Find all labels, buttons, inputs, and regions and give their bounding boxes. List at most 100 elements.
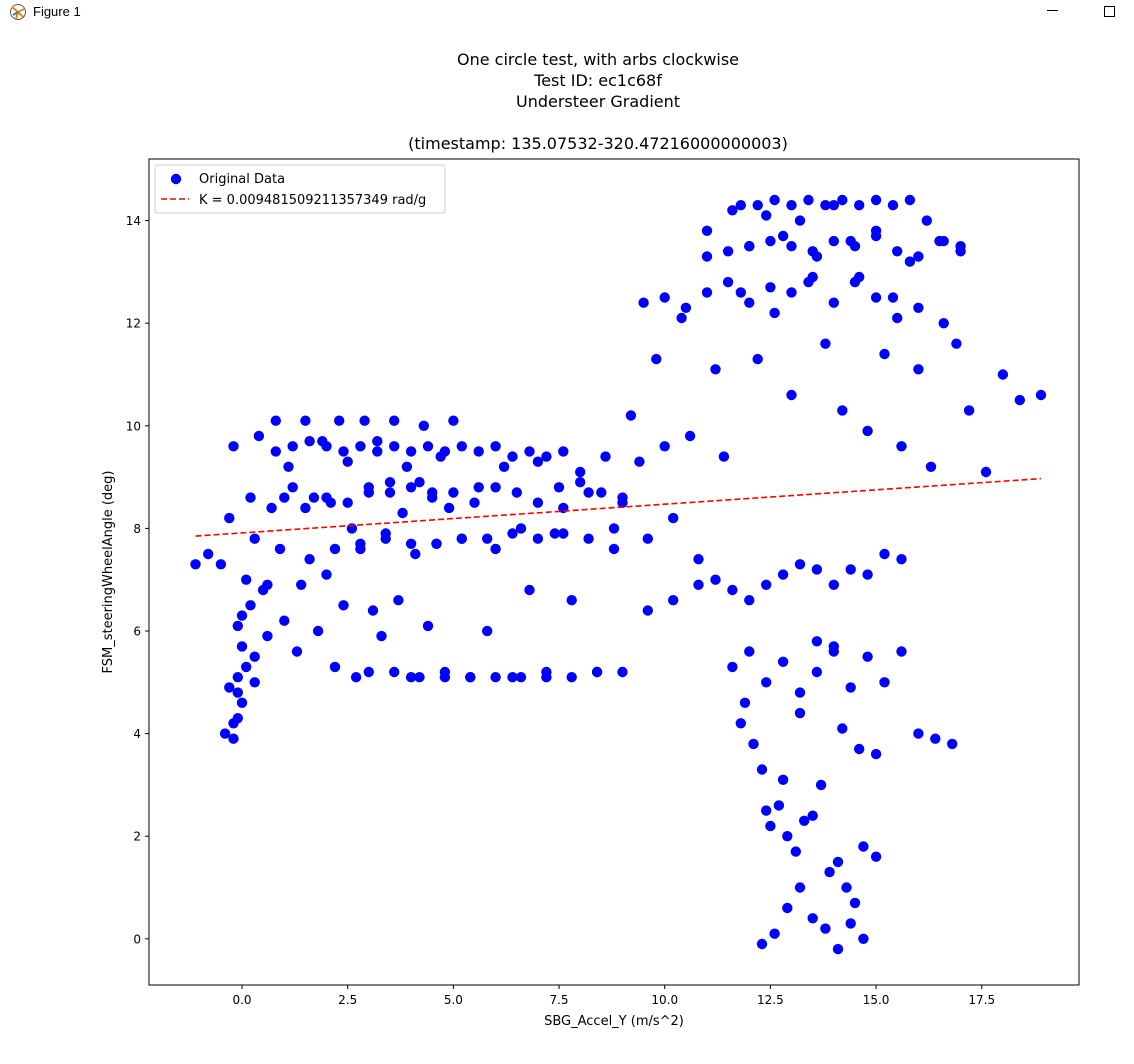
data-point — [262, 579, 273, 590]
data-point — [1035, 389, 1047, 401]
data-point — [321, 441, 332, 452]
minimize-button[interactable] — [1033, 0, 1073, 24]
data-point — [515, 523, 527, 534]
data-point — [232, 620, 243, 632]
data-point — [321, 492, 332, 503]
data-point — [913, 302, 924, 313]
data-point — [794, 882, 806, 893]
fit-line-layer — [195, 477, 1042, 537]
data-point — [524, 584, 535, 596]
data-point — [735, 200, 746, 211]
data-point — [249, 651, 260, 662]
data-point — [955, 246, 966, 257]
maximize-button[interactable] — [1090, 0, 1130, 24]
chart-title-line: One circle test, with arbs clockwise — [457, 50, 739, 69]
matplotlib-icon — [10, 4, 26, 20]
data-point — [845, 564, 856, 575]
data-point — [367, 605, 379, 616]
data-point — [507, 451, 518, 462]
data-point — [870, 748, 882, 760]
data-point — [997, 369, 1009, 380]
data-point — [892, 312, 903, 324]
data-point — [811, 564, 823, 575]
data-point — [405, 482, 417, 493]
data-point — [921, 215, 932, 226]
data-point — [761, 805, 772, 816]
data-point — [870, 230, 882, 242]
data-point — [849, 897, 861, 909]
data-point — [304, 436, 315, 447]
data-point — [203, 548, 214, 560]
data-point — [659, 292, 670, 303]
data-point — [828, 235, 839, 247]
data-point — [279, 615, 290, 626]
data-point — [232, 672, 243, 683]
data-point — [270, 415, 281, 426]
data-point — [532, 497, 544, 508]
data-point — [870, 851, 882, 862]
data-point — [228, 718, 239, 729]
data-point — [482, 533, 493, 544]
data-point — [283, 461, 294, 472]
data-point — [393, 595, 404, 606]
data-point — [498, 461, 510, 472]
data-point — [887, 292, 899, 303]
data-point — [777, 569, 789, 580]
data-point — [553, 482, 565, 493]
legend: Original Data K = 0.009481509211357349 ra… — [154, 164, 446, 214]
data-point — [862, 569, 873, 580]
y-tick-label: 14 — [126, 214, 141, 228]
data-point — [219, 728, 231, 739]
data-point — [727, 205, 738, 216]
data-point — [837, 405, 848, 416]
data-point — [583, 533, 594, 544]
data-point — [342, 497, 353, 508]
legend-label: K = 0.009481509211357349 rad/g — [199, 193, 426, 208]
data-point — [896, 441, 907, 452]
data-point — [710, 574, 721, 585]
data-point — [236, 641, 248, 652]
data-point — [925, 461, 937, 472]
data-point — [638, 297, 649, 308]
data-point — [215, 559, 227, 570]
data-point — [329, 661, 341, 673]
data-point — [541, 672, 552, 683]
y-tick-label: 2 — [133, 830, 141, 844]
data-point — [384, 477, 396, 488]
data-point — [389, 441, 400, 452]
data-point — [312, 625, 324, 637]
data-point — [820, 200, 831, 211]
y-tick-label: 4 — [133, 727, 141, 741]
data-point — [515, 672, 527, 683]
data-point — [904, 194, 916, 206]
data-point — [887, 200, 899, 211]
data-point — [786, 200, 797, 211]
data-point — [405, 672, 417, 683]
data-point — [794, 707, 806, 719]
data-point — [473, 446, 484, 457]
x-axis-ticks: 0.0 2.5 5.0 7.5 10.0 12.5 15.0 17.5 — [232, 985, 995, 1007]
data-point — [807, 810, 818, 821]
data-point — [448, 487, 459, 498]
data-point — [761, 677, 772, 688]
data-point — [722, 246, 734, 257]
y-axis-ticks: 0 2 4 6 8 10 12 14 — [126, 214, 149, 946]
data-point — [232, 687, 243, 698]
data-point — [224, 682, 235, 693]
data-point — [765, 282, 776, 293]
data-point — [279, 492, 290, 503]
data-point — [980, 466, 992, 478]
data-point — [443, 502, 455, 514]
data-point — [777, 656, 789, 667]
data-point — [241, 574, 252, 585]
minimize-icon — [1047, 10, 1058, 11]
data-point — [600, 451, 611, 462]
data-point — [321, 569, 332, 580]
data-point — [566, 595, 577, 606]
data-point — [591, 666, 603, 678]
data-point — [389, 666, 400, 678]
y-tick-label: 6 — [133, 625, 141, 639]
data-point — [469, 497, 480, 508]
data-point — [951, 338, 962, 349]
data-point — [773, 800, 785, 811]
